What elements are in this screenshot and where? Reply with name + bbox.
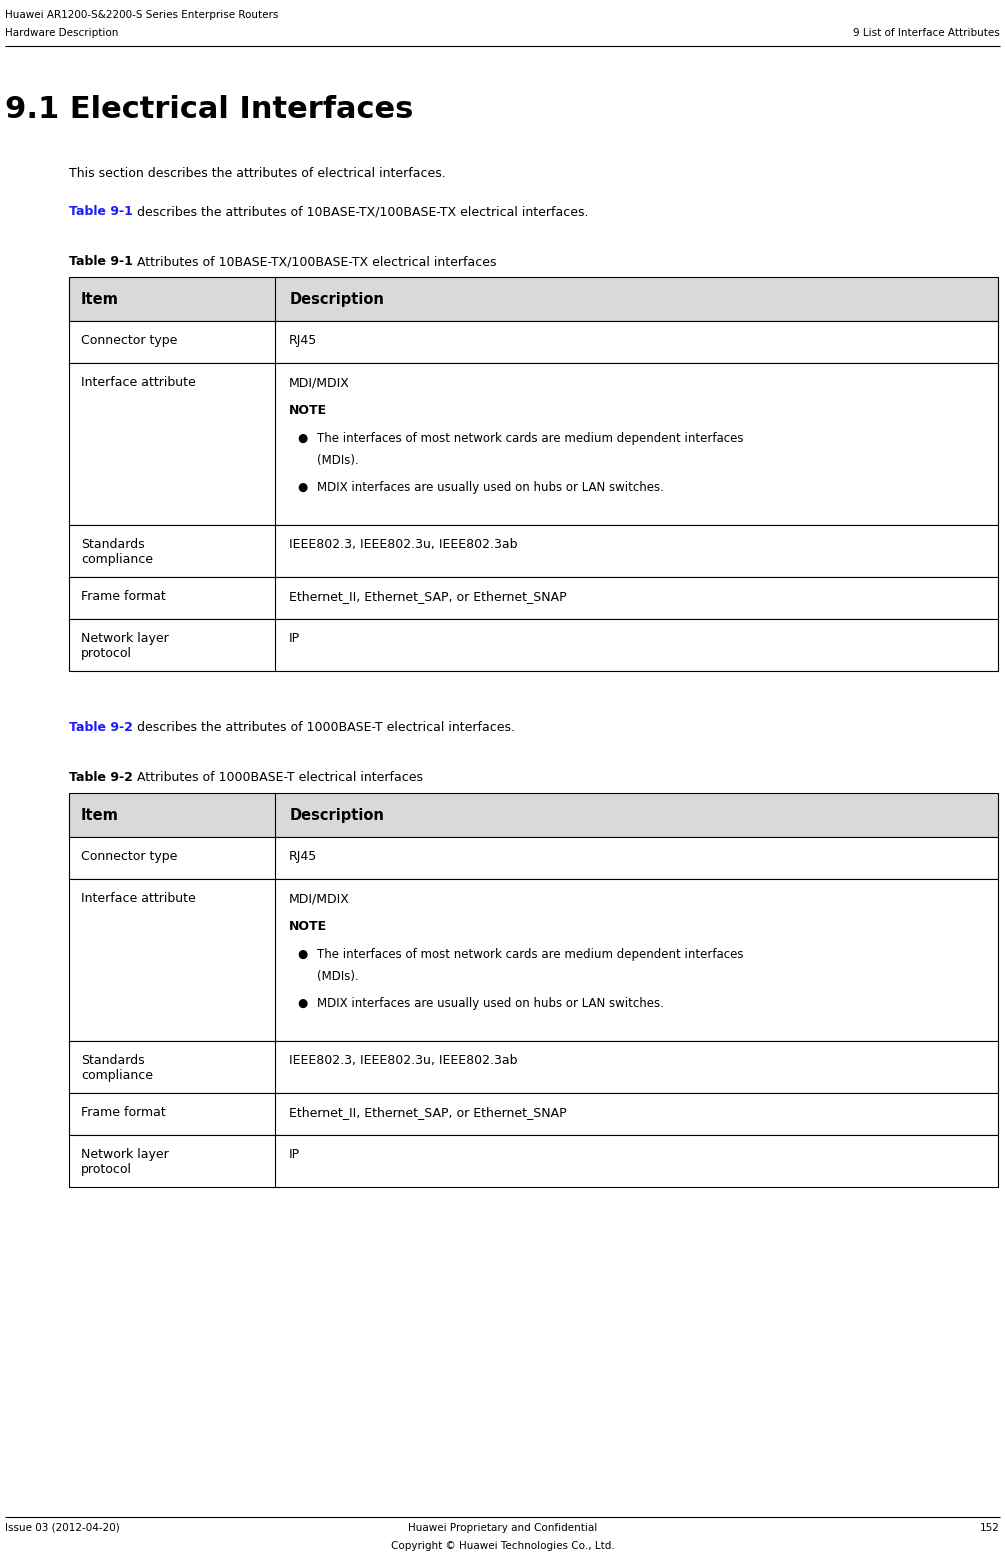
Text: Table 9-2: Table 9-2 [69, 721, 133, 733]
Text: describes the attributes of 10BASE-TX/100BASE-TX electrical interfaces.: describes the attributes of 10BASE-TX/10… [133, 205, 588, 218]
Text: IP: IP [289, 632, 300, 646]
Text: Interface attribute: Interface attribute [81, 376, 196, 389]
Bar [69, 793, 998, 837]
Text: Attributes of 10BASE-TX/100BASE-TX electrical interfaces: Attributes of 10BASE-TX/100BASE-TX elect… [133, 255, 496, 268]
Text: (MDIs).: (MDIs). [318, 970, 359, 983]
Text: Interface attribute: Interface attribute [81, 892, 196, 906]
Text: IP: IP [289, 1149, 300, 1161]
Text: Copyright © Huawei Technologies Co., Ltd.: Copyright © Huawei Technologies Co., Ltd… [391, 1540, 614, 1551]
Text: RJ45: RJ45 [289, 849, 318, 863]
Text: Table 9-1: Table 9-1 [69, 205, 133, 218]
Text: Standards
compliance: Standards compliance [81, 537, 153, 566]
Text: ●: ● [297, 948, 308, 961]
Text: 9 List of Interface Attributes: 9 List of Interface Attributes [853, 28, 1000, 38]
Bar [69, 1094, 998, 1135]
Bar [69, 577, 998, 619]
Text: Huawei AR1200-S&2200-S Series Enterprise Routers: Huawei AR1200-S&2200-S Series Enterprise… [5, 9, 278, 20]
Text: 9.1 Electrical Interfaces: 9.1 Electrical Interfaces [5, 96, 413, 124]
Text: Ethernet_II, Ethernet_SAP, or Ethernet_SNAP: Ethernet_II, Ethernet_SAP, or Ethernet_S… [289, 591, 567, 603]
Text: Description: Description [289, 807, 384, 823]
Text: The interfaces of most network cards are medium dependent interfaces: The interfaces of most network cards are… [318, 948, 744, 961]
Text: RJ45: RJ45 [289, 334, 318, 346]
Bar [69, 1135, 998, 1186]
Text: Frame format: Frame format [81, 591, 166, 603]
Text: Table 9-1: Table 9-1 [69, 255, 133, 268]
Text: Connector type: Connector type [81, 334, 177, 346]
Text: This section describes the attributes of electrical interfaces.: This section describes the attributes of… [69, 168, 446, 180]
Text: NOTE: NOTE [289, 404, 328, 417]
Text: Network layer
protocol: Network layer protocol [81, 1149, 169, 1175]
Text: MDIX interfaces are usually used on hubs or LAN switches.: MDIX interfaces are usually used on hubs… [318, 481, 664, 494]
Text: describes the attributes of 1000BASE-T electrical interfaces.: describes the attributes of 1000BASE-T e… [133, 721, 515, 733]
Bar [69, 277, 998, 321]
Text: IEEE802.3, IEEE802.3u, IEEE802.3ab: IEEE802.3, IEEE802.3u, IEEE802.3ab [289, 1055, 518, 1067]
Text: Huawei Proprietary and Confidential: Huawei Proprietary and Confidential [408, 1523, 597, 1533]
Text: MDI/MDIX: MDI/MDIX [289, 376, 350, 389]
Bar [69, 879, 998, 1040]
Text: MDI/MDIX: MDI/MDIX [289, 892, 350, 906]
Text: ●: ● [297, 432, 308, 445]
Bar [69, 364, 998, 525]
Text: Issue 03 (2012-04-20): Issue 03 (2012-04-20) [5, 1523, 120, 1533]
Text: Network layer
protocol: Network layer protocol [81, 632, 169, 660]
Text: ●: ● [297, 481, 308, 494]
Text: Attributes of 1000BASE-T electrical interfaces: Attributes of 1000BASE-T electrical inte… [133, 771, 423, 784]
Text: NOTE: NOTE [289, 920, 328, 932]
Text: Hardware Description: Hardware Description [5, 28, 119, 38]
Text: IEEE802.3, IEEE802.3u, IEEE802.3ab: IEEE802.3, IEEE802.3u, IEEE802.3ab [289, 537, 518, 552]
Text: Item: Item [81, 291, 119, 307]
Text: Frame format: Frame format [81, 1106, 166, 1119]
Text: ●: ● [297, 997, 308, 1011]
Text: Item: Item [81, 807, 119, 823]
Bar [69, 837, 998, 879]
Text: Ethernet_II, Ethernet_SAP, or Ethernet_SNAP: Ethernet_II, Ethernet_SAP, or Ethernet_S… [289, 1106, 567, 1119]
Text: Description: Description [289, 291, 384, 307]
Text: Connector type: Connector type [81, 849, 177, 863]
Bar [69, 321, 998, 364]
Text: (MDIs).: (MDIs). [318, 454, 359, 467]
Text: MDIX interfaces are usually used on hubs or LAN switches.: MDIX interfaces are usually used on hubs… [318, 997, 664, 1011]
Bar [69, 1040, 998, 1094]
Bar [69, 525, 998, 577]
Text: 152: 152 [980, 1523, 1000, 1533]
Text: Standards
compliance: Standards compliance [81, 1055, 153, 1081]
Text: Table 9-2: Table 9-2 [69, 771, 133, 784]
Text: The interfaces of most network cards are medium dependent interfaces: The interfaces of most network cards are… [318, 432, 744, 445]
Bar [69, 619, 998, 671]
